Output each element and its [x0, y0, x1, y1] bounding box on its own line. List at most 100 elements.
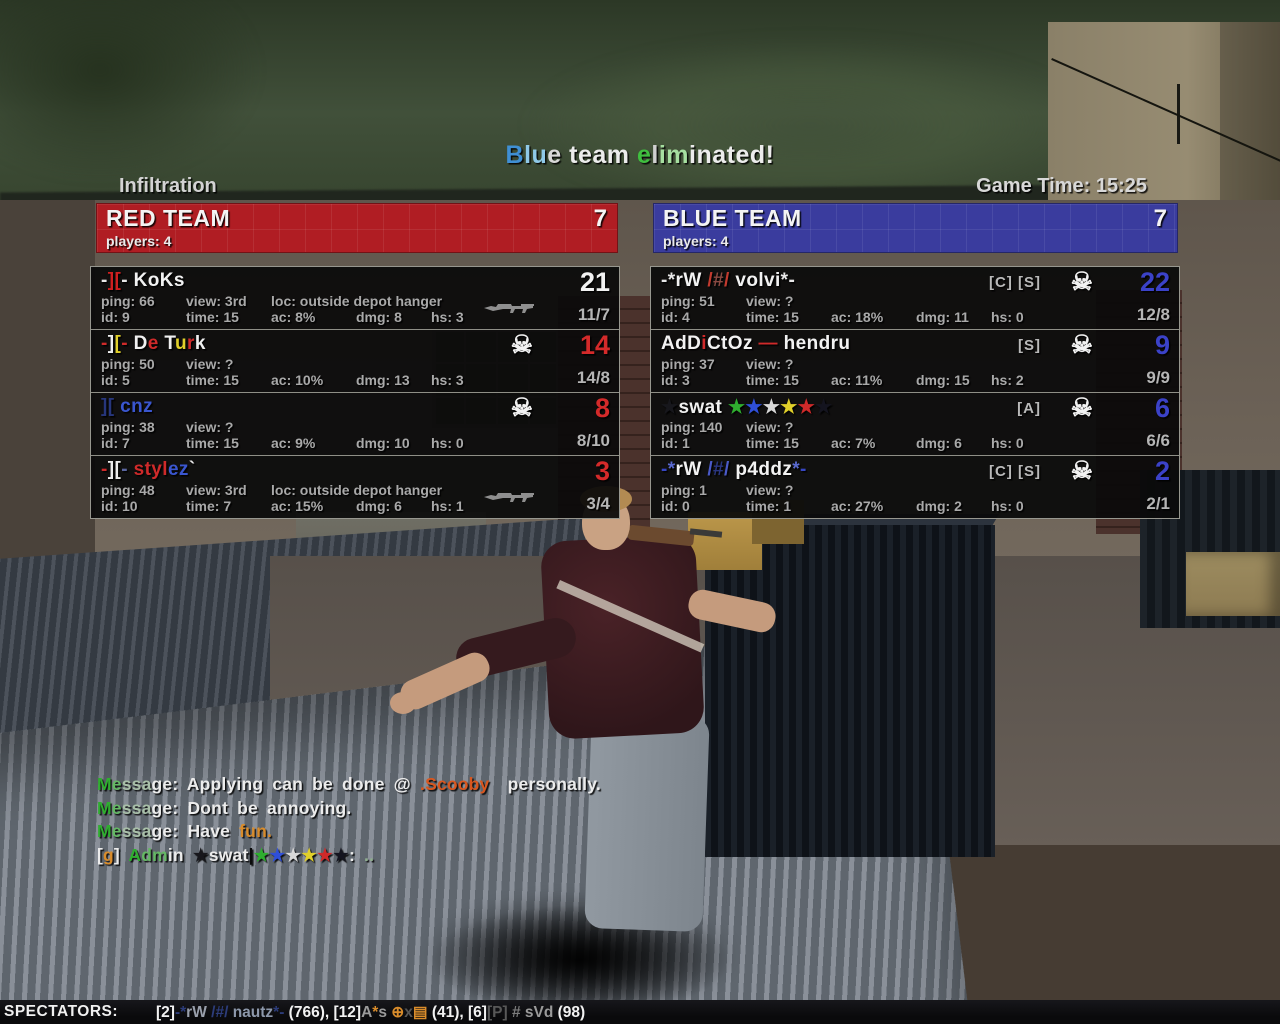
text-segment: [2]: [156, 1003, 175, 1021]
stat-ac: ac: 18%: [831, 309, 884, 325]
spectators-list: [2]-*rW /#/ nautz*- (766), [12]A*s ⊕x▤ (…: [156, 1003, 585, 1022]
text-segment: B: [505, 141, 525, 169]
stat-id: id: 4: [661, 309, 690, 325]
player-tags: [C] [S]: [989, 274, 1041, 291]
stat-dmg: dmg: 6: [356, 498, 402, 514]
player-stats-line: ping: 1 view: ?: [651, 482, 1179, 498]
stat-time: time: 15: [186, 372, 239, 388]
player-kd: 8/10: [576, 431, 610, 450]
text-segment: M: [97, 774, 112, 794]
text-segment: g: [103, 844, 114, 865]
player-stats-line: id: 7 time: 15 ac: 9% dmg: 10 hs: 0: [91, 435, 619, 451]
grid-pattern: [97, 204, 617, 252]
player-kd: 14/8: [576, 368, 610, 387]
player-name: -*rW /#/ p4ddz*-: [661, 459, 807, 481]
player-tags: [S]: [1018, 337, 1041, 354]
text-segment: e: [147, 333, 159, 354]
text-segment: swat: [208, 844, 249, 865]
player-kd: 12/8: [1136, 305, 1170, 324]
chat-line: [g] Admin ★swat|★★★★★★: ..: [97, 844, 601, 868]
chat-line: Message: Have fun.: [97, 820, 601, 844]
text-segment: -: [101, 270, 108, 291]
player-row: -*rW /#/ p4ddz*- [C] [S] ☠ 2 2/1 ping: 1 view:…: [651, 455, 1179, 518]
stat-time: time: 15: [186, 435, 239, 451]
text-segment: ge:: [151, 821, 179, 841]
stat-hs: hs: 1: [431, 498, 464, 514]
blue-team-title: BLUE TEAM: [663, 205, 802, 231]
text-segment: ][: [107, 459, 122, 480]
player-score: 2: [1154, 456, 1170, 486]
lock-icon: ⊕: [391, 1003, 405, 1021]
red-star-icon: ★: [317, 844, 334, 865]
stat-view: view: 3rd: [186, 293, 247, 309]
text-segment: /#/: [206, 1003, 233, 1021]
text-segment: Have: [178, 821, 240, 841]
stat-dmg: dmg: 10: [356, 435, 410, 451]
text-segment: /: [701, 270, 714, 291]
player-row: -][- De Turk ☠ 14 14/8 ping: 50 view: ? id: 5 t…: [91, 329, 619, 392]
player-row: -][- stylez` 3 3/4 ping: 48 view: 3rd loc: ou…: [91, 455, 619, 518]
text-segment: sVd: [524, 1003, 554, 1021]
stat-loc: loc: outside depot hanger: [271, 293, 443, 309]
yellow-star-icon: ★: [301, 844, 318, 865]
player-name: ★swat ★★★★★★: [661, 396, 833, 419]
player-score: 3: [594, 456, 610, 486]
text-segment: rW: [186, 1003, 207, 1021]
player-score: 21: [579, 267, 610, 297]
blue-star-icon: ★: [269, 844, 286, 865]
chat-line: Message: Dont be annoying.: [97, 797, 601, 821]
player-name: -][- KoKs: [101, 270, 185, 292]
stat-id: id: 7: [101, 435, 130, 451]
skull-icon: ☠: [1070, 268, 1093, 296]
stat-hs: hs: 3: [431, 309, 464, 325]
text-segment: A: [128, 844, 142, 865]
text-segment: personally.: [489, 774, 601, 794]
text-segment: p4ddz: [735, 459, 793, 480]
building-right-shadow: [1220, 22, 1280, 204]
stat-ac: ac: 7%: [831, 435, 876, 451]
text-segment: ssa: [121, 797, 152, 818]
text-segment: -: [661, 459, 668, 480]
player-kd: 9/9: [1146, 368, 1170, 387]
text-segment: A: [361, 1003, 373, 1021]
red-team-title: RED TEAM: [106, 205, 231, 231]
player-name: ][ cnz: [101, 396, 153, 418]
player-name: -*rW /#/ volvi*-: [661, 270, 795, 292]
grid-pattern: [654, 204, 1177, 252]
skull-icon: ☠: [510, 331, 533, 359]
text-segment: [: [114, 333, 122, 354]
text-segment: inated!: [689, 141, 775, 169]
text-segment: (41),: [427, 1003, 469, 1021]
text-segment: /: [724, 459, 736, 480]
stat-ac: ac: 15%: [271, 498, 324, 514]
text-segment: nautz: [232, 1003, 274, 1021]
spectators-label: SPECTATORS:: [4, 1003, 119, 1020]
blue-star-icon: ★: [745, 397, 763, 418]
player-score: 14: [579, 330, 610, 360]
stat-time: time: 1: [746, 498, 792, 514]
text-segment: i: [701, 333, 707, 354]
stat-ac: ac: 11%: [831, 372, 883, 388]
text-segment: e: [547, 141, 562, 169]
stat-hs: hs: 2: [991, 372, 1024, 388]
text-segment: s: [378, 1003, 392, 1021]
game-time-value: 15:25: [1095, 175, 1147, 197]
text-segment: x: [404, 1003, 413, 1021]
text-segment: ssa: [121, 774, 152, 794]
stat-dmg: dmg: 8: [356, 309, 402, 325]
player-kd: 11/7: [577, 305, 610, 324]
player-row: -][- KoKs 21 11/7 ping: 66 view: 3rd loc: out…: [91, 267, 619, 329]
red-team-score: 7: [593, 205, 607, 232]
text-segment: lu: [524, 141, 548, 169]
player-tags: [C] [S]: [989, 463, 1041, 480]
rifle-icon: [483, 299, 535, 320]
player-score: 6: [1154, 393, 1170, 423]
player-name: -][- stylez`: [101, 459, 196, 481]
player-stats-line: ping: 66 view: 3rd loc: outside depot hang…: [91, 293, 619, 309]
chat-line: Message: Applying can be done @ .Scooby …: [97, 773, 601, 797]
dark-star-icon: ★: [661, 397, 679, 418]
yellow-star-icon: ★: [780, 397, 798, 418]
text-segment: .Scooby: [420, 774, 490, 794]
text-segment: `: [188, 459, 196, 480]
stat-ac: ac: 10%: [271, 372, 324, 388]
